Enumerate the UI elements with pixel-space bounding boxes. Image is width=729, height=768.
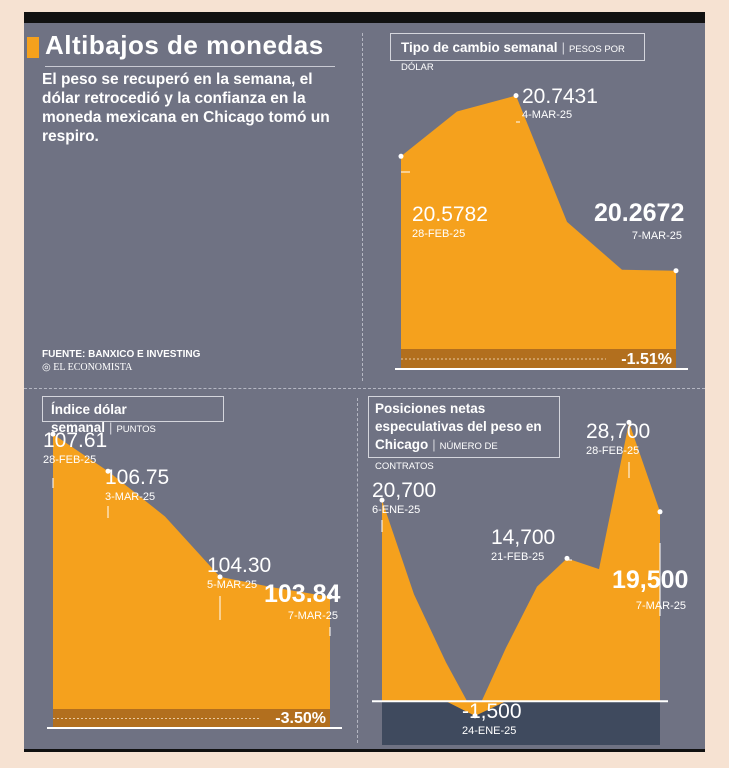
data-point-marker [657, 509, 663, 515]
data-label-date: 28-FEB-25 [586, 445, 640, 457]
data-point-marker [217, 574, 223, 580]
chart-title-box-indice-dolar: Índice dólar semanal | PUNTOS [42, 396, 224, 435]
negative-area [446, 701, 506, 716]
data-label-date: 28-FEB-25 [43, 454, 97, 466]
data-label-value: 106.75 [105, 466, 170, 489]
data-point-marker [564, 555, 570, 561]
brand: ◎ EL ECONOMISTA [42, 362, 132, 373]
data-label-value: 20.5782 [412, 203, 488, 226]
data-label-value: 103.84 [264, 580, 341, 608]
data-point-marker [673, 268, 679, 274]
data-label-date: 4-MAR-25 [522, 109, 573, 121]
chart-title: Tipo de cambio semanal [401, 40, 558, 55]
data-point-marker [105, 468, 111, 474]
divider-horizontal [24, 388, 705, 389]
data-label-value: 19,500 [612, 566, 689, 594]
data-label-date: 7-MAR-25 [635, 600, 686, 612]
data-label-value: 20.7431 [522, 85, 598, 108]
data-label-date: 5-MAR-25 [207, 579, 258, 591]
chart-title-box-posiciones: Posiciones netas especulativas del peso … [368, 396, 560, 472]
data-label-date: 24-ENE-25 [462, 725, 517, 737]
data-label-date: 7-MAR-25 [287, 610, 338, 622]
data-label-date: 6-ENE-25 [372, 504, 421, 516]
data-point-marker [398, 153, 404, 159]
data-label-value: -1,500 [462, 700, 522, 723]
data-label-date: 3-MAR-25 [105, 491, 156, 503]
divider-vertical-top [362, 33, 363, 381]
data-label-value: 20,700 [372, 479, 437, 502]
chart-title: Posiciones netas especulativas del peso … [375, 401, 542, 452]
chart-unit: NÚMERO DE CONTRATOS [375, 441, 498, 472]
data-point-marker [626, 419, 632, 425]
chart-title: Índice dólar semanal [51, 402, 127, 435]
data-point-marker [50, 431, 56, 437]
series-area [382, 422, 660, 716]
data-label-value: 28,700 [586, 420, 651, 443]
title-rule [45, 66, 335, 67]
brand-logo-icon: ◎ [42, 362, 51, 373]
source-note: FUENTE: BANXICO E INVESTING [42, 349, 201, 360]
brand-name: EL ECONOMISTA [53, 362, 133, 373]
data-point-marker [379, 497, 385, 503]
data-label-value: 104.30 [207, 554, 272, 577]
divider-vertical-bottom [357, 398, 358, 743]
page-title: Altibajos de monedas [45, 30, 324, 60]
data-point-marker [327, 594, 333, 600]
data-point-marker [472, 713, 478, 719]
change-band [53, 709, 330, 728]
chart-title-box-tipo-cambio: Tipo de cambio semanal | PESOS POR DÓLAR [390, 33, 645, 73]
data-label-value: 107.61 [43, 429, 108, 452]
chart-unit: PUNTOS [116, 424, 156, 435]
series-area [53, 434, 330, 728]
subtitle: El peso se recuperó en la semana, el dól… [42, 71, 330, 145]
data-label-date: 21-FEB-25 [491, 551, 545, 563]
change-label: -3.50% [275, 710, 326, 727]
data-label-date: 7-MAR-25 [631, 230, 682, 242]
data-label-value: 20.2672 [594, 199, 685, 227]
title-accent-bar [27, 37, 39, 58]
chart-unit: PESOS POR DÓLAR [401, 44, 625, 73]
data-label-value: 14,700 [491, 526, 556, 549]
negative-zone [382, 701, 660, 745]
data-label-date: 28-FEB-25 [412, 228, 466, 240]
change-label: -1.51% [621, 351, 672, 368]
series-area [401, 95, 676, 369]
data-point-marker [513, 93, 519, 99]
